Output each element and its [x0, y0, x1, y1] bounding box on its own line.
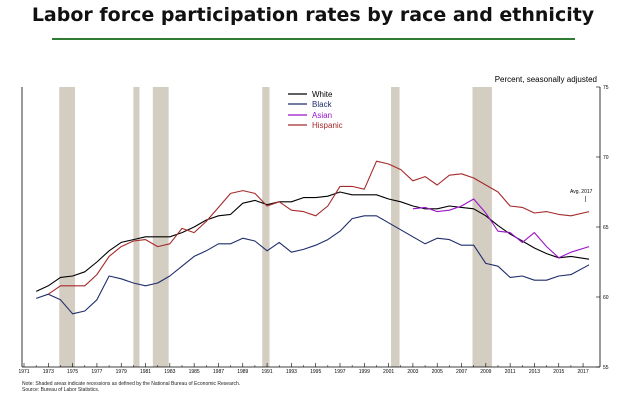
y-axis-ticks: 55 60 65 70 75	[596, 85, 609, 371]
legend-label-hispanic: Hispanic	[312, 121, 343, 130]
legend-label-black: Black	[312, 100, 333, 109]
recession-band	[152, 87, 169, 367]
avg-2017-annotation: Avg. 2017	[570, 189, 593, 195]
legend-item-white: White	[288, 90, 333, 99]
series-line-hispanic	[47, 160, 590, 295]
y-tick-label: 70	[603, 155, 609, 161]
x-tick-label: 1971	[18, 369, 29, 375]
legend: White Black Asian Hispanic	[288, 90, 343, 130]
x-tick-label: 1989	[237, 369, 248, 375]
recession-band	[472, 87, 492, 367]
unit-label: Percent, seasonally adjusted	[495, 75, 597, 84]
x-tick-label: 2009	[480, 369, 491, 375]
recession-band	[59, 87, 76, 367]
y-tick-label: 55	[603, 365, 609, 371]
recession-shading	[59, 87, 492, 367]
title-divider	[52, 38, 575, 40]
y-tick-label: 75	[603, 85, 609, 91]
x-tick-label: 1993	[286, 369, 297, 375]
x-tick-label: 2011	[505, 369, 516, 375]
legend-item-hispanic: Hispanic	[288, 121, 343, 130]
series-line-black	[36, 215, 590, 315]
x-tick-label: 2013	[529, 369, 540, 375]
page-title: Labor force participation rates by race …	[31, 4, 595, 26]
legend-item-black: Black	[288, 100, 333, 109]
legend-item-asian: Asian	[288, 111, 332, 120]
legend-label-asian: Asian	[312, 111, 332, 120]
series-line-white	[35, 191, 590, 292]
x-tick-label: 1981	[140, 369, 151, 375]
x-tick-label: 2015	[553, 369, 564, 375]
recession-band	[133, 87, 140, 367]
y-tick-label: 65	[603, 225, 609, 231]
x-tick-label: 1991	[262, 369, 273, 375]
x-tick-label: 2007	[456, 369, 467, 375]
footnote-note: Note: Shaded areas indicate recessions a…	[22, 381, 241, 387]
x-tick-label: 1995	[310, 369, 321, 375]
x-tick-label: 2001	[383, 369, 394, 375]
x-tick-label: 1979	[116, 369, 127, 375]
x-tick-label: 1985	[189, 369, 200, 375]
x-tick-label: 2003	[407, 369, 418, 375]
footnote-source: Source: Bureau of Labor Statistics.	[22, 387, 100, 393]
chart-axes	[21, 87, 601, 368]
x-tick-label: 1997	[334, 369, 345, 375]
legend-label-white: White	[312, 90, 333, 99]
x-tick-label: 1975	[67, 369, 78, 375]
x-tick-label: 1973	[43, 369, 54, 375]
x-tick-label: 1977	[91, 369, 102, 375]
x-tick-label: 1999	[359, 369, 370, 375]
x-tick-label: 2017	[577, 369, 588, 375]
x-tick-label: 1987	[213, 369, 224, 375]
x-tick-label: 2005	[432, 369, 443, 375]
x-axis-ticks: 1971 1973 1975 1977 1979 1981 1983 1985 1987 1989…	[18, 363, 589, 375]
recession-band	[262, 87, 270, 367]
series-lines	[35, 160, 590, 315]
y-tick-label: 60	[603, 295, 609, 301]
x-tick-label: 1983	[164, 369, 175, 375]
series-line-asian	[412, 198, 590, 259]
